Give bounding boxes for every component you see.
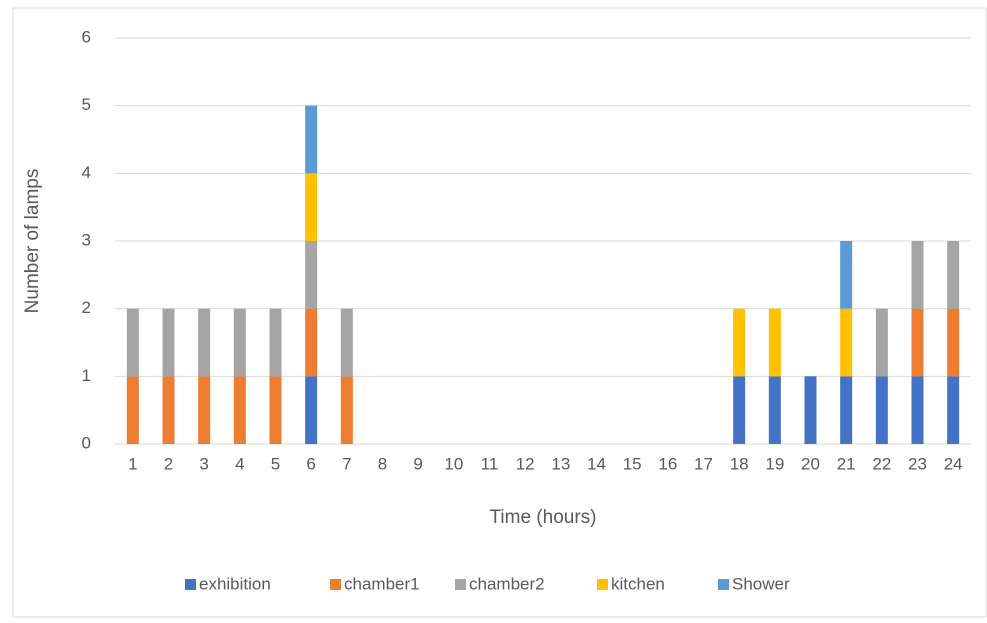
x-tick-label: 15 — [623, 454, 642, 473]
legend-label: chamber1 — [344, 574, 420, 593]
bar-segment — [911, 241, 924, 309]
x-tick-label: 10 — [444, 454, 463, 473]
bar-segment — [733, 376, 746, 444]
bar-segment — [340, 376, 353, 444]
bar-segment — [305, 376, 318, 444]
y-tick-label: 0 — [82, 433, 91, 452]
y-tick-label: 5 — [82, 95, 91, 114]
x-tick-label: 14 — [587, 454, 606, 473]
legend-swatch — [718, 579, 729, 590]
bar-segment — [162, 308, 175, 377]
legend-label: Shower — [732, 574, 790, 593]
bar-segment — [768, 308, 781, 377]
x-tick-label: 2 — [164, 454, 173, 473]
x-tick-label: 1 — [128, 454, 137, 473]
bar-segment — [305, 105, 318, 174]
bar-segment — [911, 376, 924, 444]
bar-segment — [305, 173, 318, 241]
legend-swatch — [185, 579, 196, 590]
x-tick-label: 16 — [658, 454, 677, 473]
y-tick-label: 2 — [82, 298, 91, 317]
bar-segment — [733, 308, 746, 377]
y-tick-label: 6 — [82, 27, 91, 46]
legend-label: kitchen — [611, 574, 665, 593]
bar-segment — [162, 376, 175, 444]
legend-label: chamber2 — [469, 574, 545, 593]
legend-label: exhibition — [199, 574, 271, 593]
x-tick-label: 7 — [342, 454, 351, 473]
legend-swatch — [455, 579, 466, 590]
bar-segment — [840, 376, 853, 444]
bar-segment — [269, 308, 282, 377]
x-tick-label: 9 — [413, 454, 422, 473]
bar-segment — [126, 376, 139, 444]
x-tick-label: 12 — [516, 454, 535, 473]
bar-segment — [875, 308, 888, 377]
bar-segment — [840, 241, 853, 309]
y-tick-label: 4 — [82, 163, 91, 182]
bar-segment — [305, 241, 318, 309]
bar-segment — [269, 376, 282, 444]
x-axis-title: Time (hours) — [490, 507, 597, 528]
x-tick-label: 24 — [944, 454, 963, 473]
bar-segment — [340, 308, 353, 377]
y-axis-title: Number of lamps — [22, 169, 43, 314]
x-tick-label: 17 — [694, 454, 713, 473]
bar-segment — [840, 308, 853, 377]
bar-segment — [804, 376, 817, 444]
bar-segment — [305, 308, 318, 377]
bar-segment — [198, 376, 211, 444]
bar-segment — [875, 376, 888, 444]
bar-segment — [198, 308, 211, 377]
x-tick-label: 20 — [801, 454, 820, 473]
x-tick-label: 11 — [481, 454, 499, 473]
bar-segment — [768, 376, 781, 444]
bar-segment — [947, 376, 960, 444]
y-tick-label: 3 — [82, 230, 91, 249]
y-tick-label: 1 — [82, 366, 91, 385]
x-tick-label: 22 — [872, 454, 891, 473]
x-tick-label: 5 — [271, 454, 280, 473]
x-tick-label: 4 — [235, 454, 244, 473]
bar-segment — [126, 308, 139, 377]
x-tick-label: 21 — [837, 454, 856, 473]
legend-swatch — [330, 579, 341, 590]
x-tick-label: 18 — [730, 454, 749, 473]
x-tick-label: 23 — [908, 454, 927, 473]
legend-swatch — [597, 579, 608, 590]
x-tick-label: 3 — [199, 454, 208, 473]
bar-segment — [233, 376, 246, 444]
x-tick-label: 19 — [765, 454, 784, 473]
x-tick-label: 6 — [306, 454, 315, 473]
bar-segment — [947, 241, 960, 309]
x-tick-label: 13 — [551, 454, 570, 473]
bar-segment — [233, 308, 246, 377]
x-tick-label: 8 — [378, 454, 387, 473]
bar-segment — [911, 308, 924, 377]
chart-frame — [12, 7, 987, 618]
bar-segment — [947, 308, 960, 377]
